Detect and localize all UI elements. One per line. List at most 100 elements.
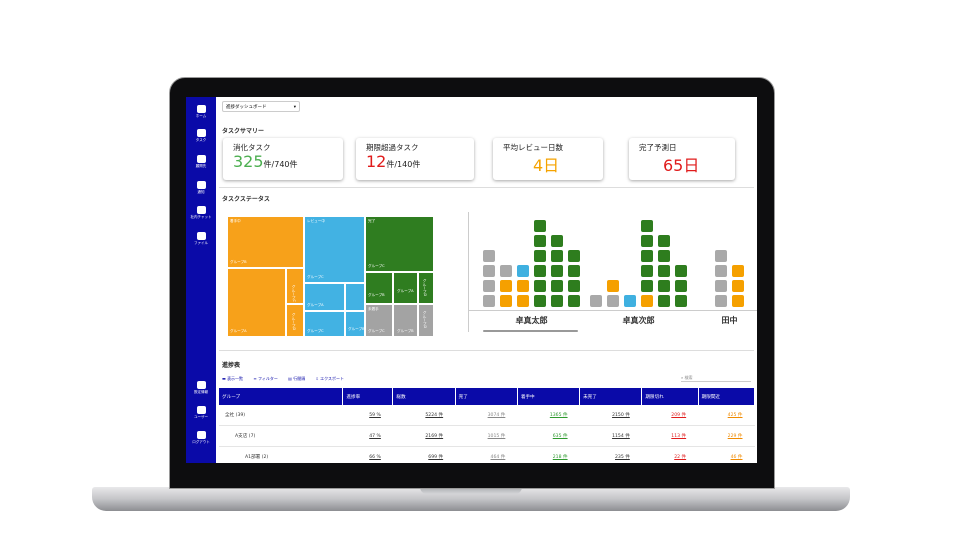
treemap-cell: グループA: [393, 272, 418, 304]
cell-label: グループC: [292, 285, 296, 302]
table-cell[interactable]: 1365 件: [517, 405, 580, 426]
treemap-cell: グループB: [345, 311, 365, 337]
waffle-square: [551, 250, 563, 262]
nav-item[interactable]: ログアウト: [186, 431, 216, 445]
table-cell[interactable]: 5224 件: [392, 405, 456, 426]
card-value: 325: [233, 152, 264, 171]
treemap-cell: 未着手 グループC: [365, 304, 393, 337]
table-cell[interactable]: 209 件: [641, 405, 699, 426]
column-header[interactable]: 着手中: [517, 388, 581, 405]
cell-label: グループD: [423, 311, 427, 329]
waffle-square: [641, 280, 653, 292]
column-header[interactable]: グループ: [219, 388, 344, 405]
table-cell[interactable]: 425 件: [698, 405, 755, 426]
waffle-square: [551, 280, 563, 292]
cell-label: レビュー中: [307, 219, 325, 223]
table-cell[interactable]: 1015 件: [455, 425, 518, 447]
nav-item[interactable]: ホーム: [186, 105, 216, 119]
nav-item[interactable]: タスク: [186, 129, 216, 143]
toolbar-button[interactable]: ▬ 表示一覧: [222, 376, 244, 381]
waffle-square: [483, 280, 495, 292]
column-header[interactable]: 期限間近: [698, 388, 756, 405]
table-cell[interactable]: 635 件: [517, 425, 580, 447]
waffle-square: [534, 295, 546, 307]
cell-label: グループB: [348, 327, 365, 331]
nav-item[interactable]: 社内チャット: [186, 206, 216, 220]
nav-item[interactable]: ファイル: [186, 232, 216, 246]
nav-label: ログアウト: [192, 440, 210, 444]
section-title: タスクステータス: [222, 196, 270, 203]
scrollbar[interactable]: [483, 330, 578, 332]
waffle-square: [534, 220, 546, 232]
table-cell[interactable]: 22 件: [641, 446, 699, 463]
table-cell[interactable]: 699 件: [392, 446, 456, 463]
waffle-square: [675, 280, 687, 292]
waffle-square: [483, 265, 495, 277]
table-cell[interactable]: 113 件: [641, 425, 699, 447]
waffle-square: [641, 235, 653, 247]
nav-label: ファイル: [194, 241, 208, 245]
column-header[interactable]: 完了: [455, 388, 518, 405]
table-cell[interactable]: 229 件: [698, 425, 755, 447]
nav-item[interactable]: 通知: [186, 181, 216, 195]
nav-item[interactable]: 顧問先: [186, 155, 216, 169]
dashboard-dropdown[interactable]: 進捗ダッシュボード ▾: [222, 101, 300, 112]
waffle-square: [641, 220, 653, 232]
toolbar-label: 行間隔: [293, 376, 306, 381]
summary-card: 平均レビュー日数 4日: [493, 138, 603, 180]
cell-label: グループB: [397, 329, 414, 333]
toolbar-button[interactable]: ≡ フィルター: [253, 376, 278, 381]
table-cell[interactable]: 218 件: [517, 446, 580, 463]
card-value-wrap: 65日: [663, 152, 699, 176]
card-value-wrap: 12件/140件: [366, 152, 420, 171]
section-title: タスクサマリー: [222, 128, 265, 135]
waffle-square: [732, 265, 744, 277]
table-cell[interactable]: 3074 件: [455, 405, 518, 426]
table-cell: A支店 (7): [219, 425, 343, 447]
nav-item[interactable]: 設定情報: [186, 381, 216, 395]
nav-label: 顧問先: [195, 164, 207, 168]
waffle-chart: 卓真太郎 卓真次郎 田中: [468, 212, 757, 332]
table-cell[interactable]: 235 件: [579, 446, 642, 463]
table-cell[interactable]: 66 %: [342, 446, 393, 463]
table-header: グループ 進捗率 総数 完了 着手中 未完了 期限切れ 期限間近: [219, 388, 756, 405]
table-cell[interactable]: 1154 件: [579, 425, 642, 447]
waffle-square: [641, 265, 653, 277]
waffle-square: [590, 295, 602, 307]
card-value: 4日: [533, 156, 560, 175]
column-header[interactable]: 進捗率: [342, 388, 394, 405]
search-box[interactable]: ⌕ 検索: [681, 375, 751, 382]
table-cell[interactable]: 2169 件: [392, 425, 456, 447]
table-cell[interactable]: 464 件: [455, 446, 518, 463]
waffle-square: [568, 280, 580, 292]
cell-label: グループC: [368, 329, 385, 333]
nav-item[interactable]: ユーザー: [186, 406, 216, 420]
table-cell[interactable]: 2150 件: [579, 405, 642, 426]
waffle-square: [675, 265, 687, 277]
progress-table: グループ 進捗率 総数 完了 着手中 未完了 期限切れ 期限間近 全社 (39) 59 % 5224…: [219, 388, 756, 463]
waffle-square: [551, 235, 563, 247]
toolbar-button[interactable]: ⇩ エクスポート: [315, 376, 345, 381]
column-header[interactable]: 未完了: [579, 388, 643, 405]
waffle-square: [641, 250, 653, 262]
table-cell[interactable]: 47 %: [342, 425, 393, 447]
treemap-cell: グループD: [418, 272, 434, 304]
search-placeholder: 検索: [684, 375, 693, 380]
toolbar-button[interactable]: ▤ 行間隔: [288, 376, 306, 381]
cell-label: 完了: [368, 219, 376, 223]
cell-label: グループB: [230, 260, 247, 264]
table-cell[interactable]: 46 件: [698, 446, 755, 463]
toolbar-label: エクスポート: [320, 376, 345, 381]
column-header[interactable]: 期限切れ: [641, 388, 699, 405]
waffle-square: [517, 265, 529, 277]
waffle-baseline: [469, 310, 757, 311]
table-cell[interactable]: 59 %: [342, 405, 393, 426]
waffle-square: [675, 295, 687, 307]
waffle-square: [534, 280, 546, 292]
nav-label: ユーザー: [194, 415, 208, 419]
waffle-square: [658, 235, 670, 247]
waffle-square: [568, 265, 580, 277]
column-header[interactable]: 総数: [392, 388, 456, 405]
divider: [219, 187, 754, 188]
